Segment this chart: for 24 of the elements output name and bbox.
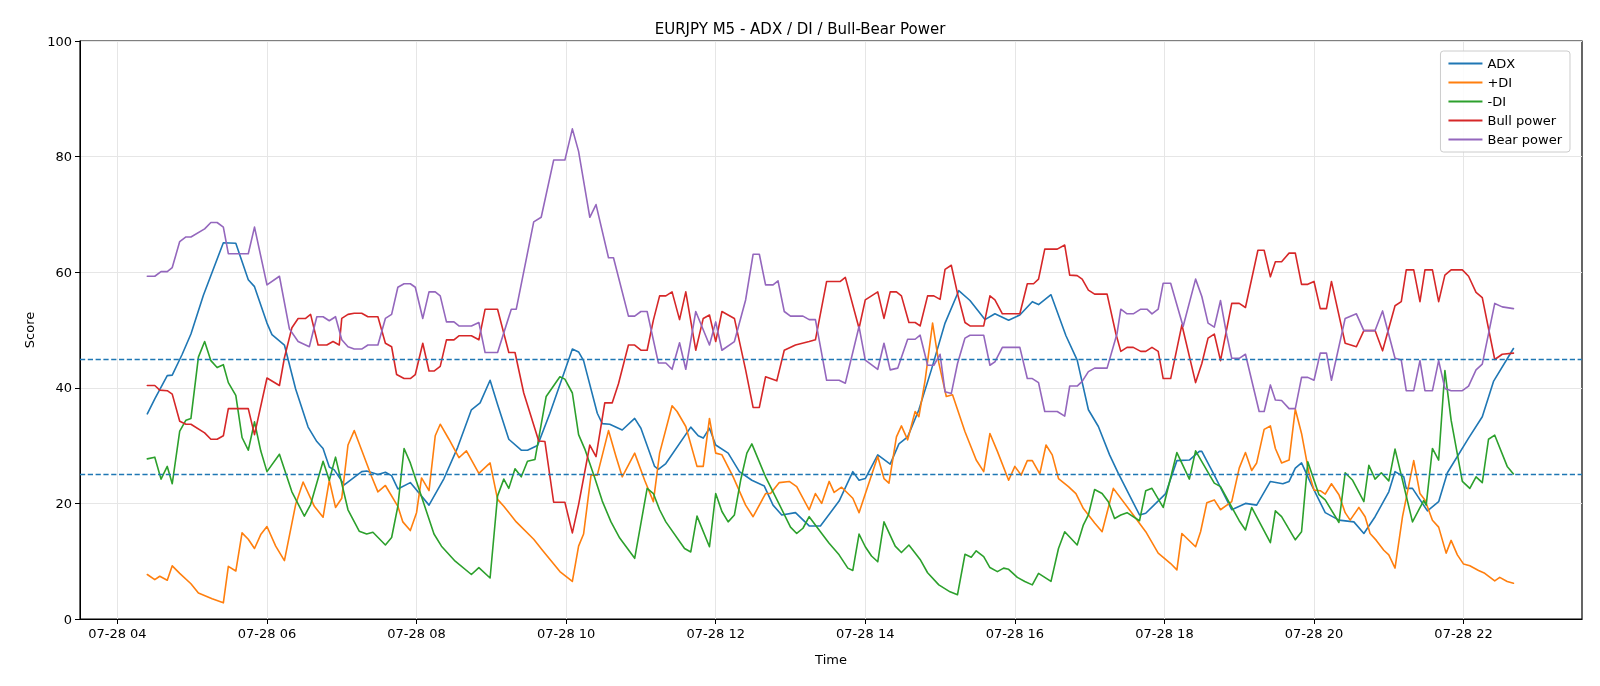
- y-tick-label: 80: [55, 149, 72, 165]
- chart-title: EURJPY M5 - ADX / DI / Bull-Bear Power: [654, 19, 947, 38]
- legend-label: -DI: [1487, 94, 1507, 109]
- x-tick-label: 07-28 10: [536, 626, 596, 641]
- x-axis-title: Time: [814, 652, 847, 667]
- y-tick-label: 40: [55, 380, 72, 396]
- y-tick-label: 60: [55, 264, 72, 280]
- x-tick-label: 07-28 12: [686, 626, 745, 641]
- legend-label: Bull power: [1487, 113, 1557, 128]
- legend-label: Bear power: [1487, 132, 1563, 147]
- x-tick-label: 07-28 14: [836, 626, 895, 641]
- x-tick-label: 07-28 16: [985, 626, 1045, 641]
- x-tick-label: 07-28 08: [387, 626, 446, 641]
- y-tick-label: 100: [47, 33, 72, 49]
- y-tick-label: 20: [55, 495, 72, 511]
- legend-label: ADX: [1487, 56, 1516, 71]
- x-tick-label: 07-28 06: [237, 626, 297, 641]
- x-tick-label: 07-28 18: [1135, 626, 1194, 641]
- x-tick-label: 07-28 22: [1434, 626, 1493, 641]
- y-tick-label: 0: [63, 611, 72, 627]
- legend-label: +DI: [1487, 75, 1513, 90]
- x-tick-label: 07-28 04: [88, 626, 147, 641]
- x-tick-label: 07-28 20: [1284, 626, 1344, 641]
- y-axis-title: Score: [22, 311, 37, 349]
